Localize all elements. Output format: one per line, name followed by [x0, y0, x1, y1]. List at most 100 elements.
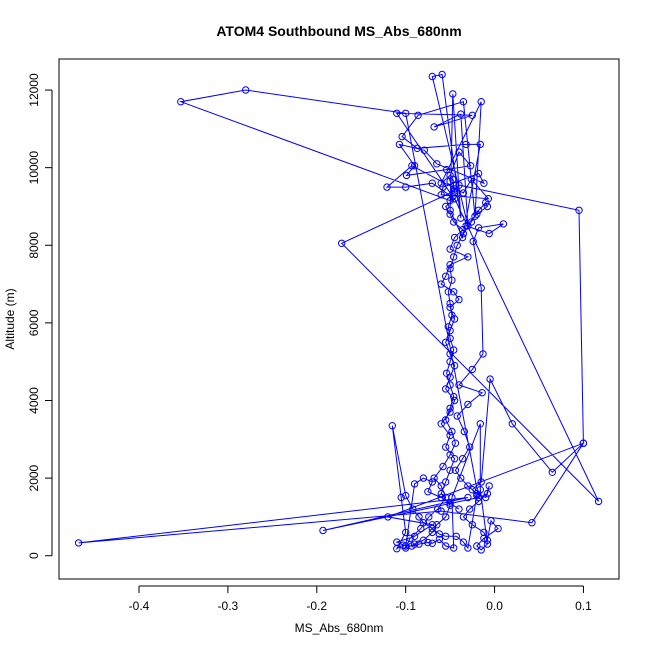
data-point	[433, 160, 441, 168]
data-point	[397, 493, 405, 502]
data-point	[438, 70, 446, 79]
data-point	[413, 144, 421, 153]
data-point	[444, 288, 452, 296]
y-tick-label: 0	[27, 552, 41, 559]
data-point	[442, 416, 450, 424]
data-point	[406, 534, 414, 542]
y-tick-label: 8000	[27, 232, 41, 259]
series-line	[78, 73, 600, 551]
data-point	[446, 303, 454, 312]
x-tick-label: 0.1	[575, 599, 592, 613]
data-point	[428, 179, 436, 187]
data-point	[464, 482, 472, 490]
data-point	[425, 513, 433, 521]
data-point	[464, 544, 472, 552]
data-point	[437, 280, 445, 288]
data-point	[442, 532, 450, 540]
data-point	[383, 183, 391, 191]
data-point	[433, 521, 441, 529]
data-point	[474, 493, 483, 502]
data-point	[476, 486, 484, 494]
data-point	[477, 478, 485, 486]
data-point	[450, 361, 459, 370]
data-point	[485, 482, 493, 490]
y-tick-label: 2000	[27, 464, 41, 491]
data-point	[459, 538, 468, 546]
data-point	[446, 501, 454, 509]
y-tick-label: 6000	[27, 309, 41, 336]
chart-title: ATOM4 Southbound MS_Abs_680nm	[216, 23, 461, 39]
data-point	[439, 183, 447, 191]
x-tick-label: -0.3	[218, 599, 239, 613]
y-axis-label: Altitude (m)	[3, 288, 17, 349]
data-point	[415, 513, 423, 521]
data-point	[446, 196, 454, 205]
data-point	[476, 140, 484, 149]
data-point	[446, 334, 454, 343]
data-point	[471, 212, 479, 220]
data-point	[457, 110, 465, 118]
data-point	[428, 478, 436, 486]
data-point	[444, 323, 452, 331]
data-point	[468, 521, 476, 529]
data-point	[455, 148, 463, 156]
data-point	[594, 497, 603, 506]
data-point	[446, 326, 454, 335]
data-point	[484, 195, 492, 203]
data-point	[448, 311, 456, 319]
data-point	[177, 98, 185, 106]
data-point	[450, 218, 458, 226]
data-point	[402, 109, 410, 118]
data-point	[452, 532, 460, 540]
data-point	[419, 519, 428, 527]
data-point	[319, 526, 327, 535]
data-point	[464, 400, 472, 409]
data-point	[450, 396, 459, 405]
data-point	[446, 404, 454, 412]
data-point	[420, 146, 428, 154]
data-point	[453, 241, 461, 250]
data-point	[435, 535, 444, 544]
data-point	[446, 499, 454, 507]
data-point	[437, 179, 445, 187]
data-point	[442, 443, 450, 451]
data-point	[468, 365, 476, 374]
data-point	[446, 358, 454, 366]
data-point	[410, 532, 419, 540]
y-tick-label: 4000	[27, 387, 41, 414]
data-point	[477, 98, 485, 106]
data-point	[435, 530, 444, 538]
data-point	[450, 544, 458, 552]
data-point	[402, 528, 410, 537]
data-point	[437, 493, 445, 502]
data-point	[437, 489, 445, 498]
data-point	[338, 239, 346, 248]
data-point	[398, 132, 406, 141]
data-point	[446, 451, 454, 459]
data-point	[464, 253, 472, 261]
data-point	[458, 455, 467, 463]
x-axis-label: MS_Abs_680nm	[295, 621, 384, 635]
data-point	[474, 206, 483, 215]
data-point	[428, 528, 436, 537]
data-point	[449, 90, 457, 98]
data-point	[442, 478, 450, 486]
data-point	[483, 489, 492, 498]
data-point	[469, 237, 477, 246]
data-point	[446, 206, 454, 215]
data-point	[442, 165, 451, 174]
data-point	[459, 513, 468, 521]
data-point	[446, 261, 454, 269]
data-point	[485, 229, 493, 238]
data-point	[442, 272, 450, 280]
data-point	[428, 72, 436, 81]
data-point	[446, 245, 454, 253]
data-point	[455, 381, 463, 389]
data-point	[467, 218, 476, 226]
data-point	[442, 369, 451, 377]
data-point	[402, 171, 411, 180]
data-point	[424, 488, 432, 496]
data-point	[482, 493, 490, 502]
data-point	[479, 350, 487, 358]
data-point	[459, 229, 468, 238]
